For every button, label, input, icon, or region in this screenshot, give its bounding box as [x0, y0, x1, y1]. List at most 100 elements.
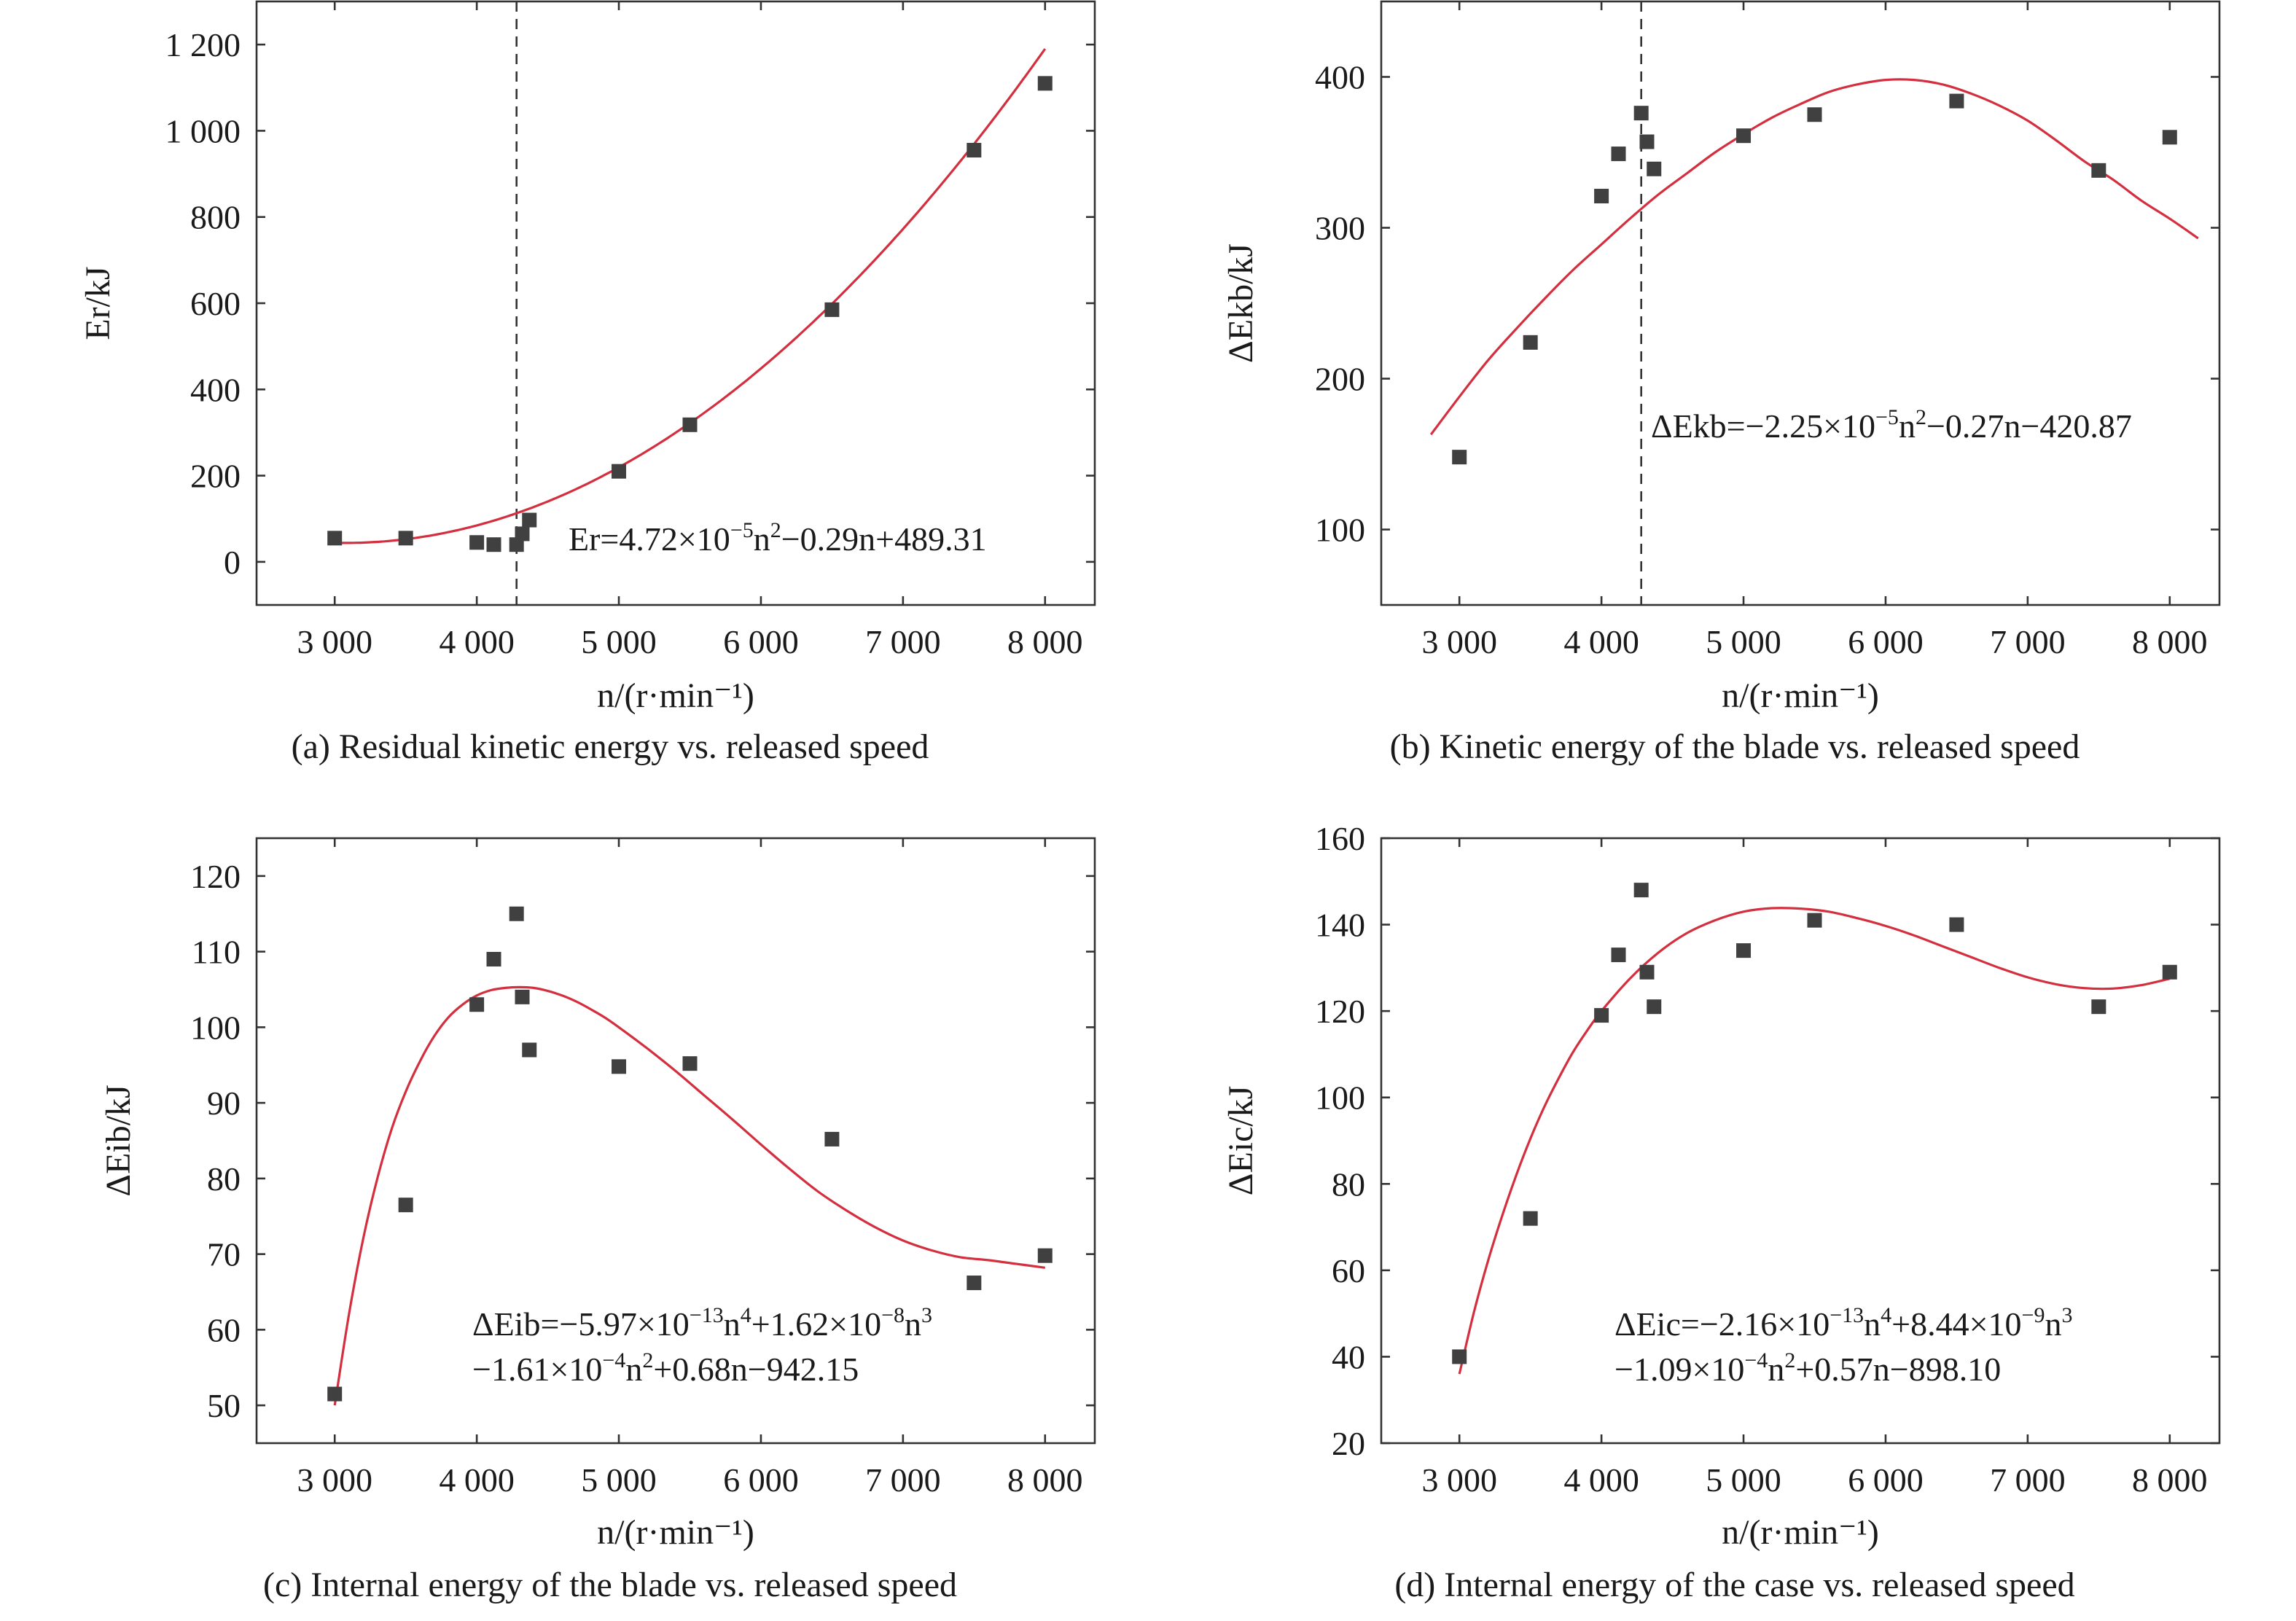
- y-tick-label: 1 200: [165, 26, 241, 63]
- chart-panel-c: 3 000 4 000 5 000 6 000 7 000 8 000 50 60 70 80 90…: [99, 837, 1096, 1604]
- fit-equation: ΔEib=−5.97×10−13n4+1.62×10−8n3: [472, 1303, 932, 1343]
- y-tick-label: 300: [1315, 210, 1365, 247]
- x-tick-label: 4 000: [1563, 1461, 1639, 1499]
- data-point: [2162, 130, 2177, 145]
- data-point: [682, 1056, 698, 1071]
- y-tick-label: 400: [1315, 59, 1365, 96]
- y-tick-label: 1 000: [165, 112, 241, 149]
- x-tick-label: 6 000: [1848, 1461, 1924, 1499]
- data-point: [327, 531, 343, 546]
- data-point: [1639, 134, 1655, 149]
- data-point: [398, 1198, 413, 1213]
- data-point: [327, 1386, 343, 1402]
- plot-frame: [255, 0, 1096, 606]
- x-tick-label: 7 000: [865, 623, 941, 660]
- data-point: [515, 989, 530, 1004]
- fit-equation: ΔEic=−2.16×10−13n4+8.44×10−9n3: [1614, 1303, 2072, 1343]
- y-tick-label: 600: [190, 285, 241, 322]
- chart-panel-d: 3 000 4 000 5 000 6 000 7 000 8 000 20 40 60 80 10…: [1222, 820, 2221, 1604]
- x-tick-label: 5 000: [581, 1461, 657, 1499]
- y-tick-label: 800: [190, 199, 241, 236]
- y-tick-label: 40: [1332, 1338, 1365, 1375]
- panel-caption: (c) Internal energy of the blade vs. rel…: [263, 1566, 957, 1604]
- data-point: [1736, 943, 1752, 958]
- x-tick-label: 8 000: [1007, 1461, 1083, 1499]
- y-tick-label: 120: [1315, 993, 1365, 1030]
- data-point: [682, 417, 698, 432]
- data-point: [522, 512, 537, 528]
- fit-curve: [333, 985, 1046, 1406]
- panel-caption: (d) Internal energy of the case vs. rele…: [1394, 1566, 2074, 1604]
- x-tick-label: 7 000: [865, 1461, 941, 1499]
- x-tick-label: 3 000: [297, 1461, 372, 1499]
- y-tick-label: 400: [190, 371, 241, 408]
- x-tick-label: 8 000: [2132, 1461, 2208, 1499]
- data-point: [469, 535, 485, 550]
- x-tick-label: 6 000: [723, 1461, 799, 1499]
- y-axis-label: ΔEib/kJ: [99, 1085, 138, 1197]
- data-point: [1523, 1211, 1538, 1226]
- data-point: [824, 302, 840, 317]
- y-tick-label: 50: [207, 1387, 241, 1424]
- data-point: [398, 531, 413, 546]
- y-tick-label: 90: [207, 1085, 241, 1122]
- data-point: [612, 1059, 627, 1074]
- data-point: [1633, 883, 1649, 898]
- x-tick-label: 3 000: [297, 623, 372, 660]
- x-axis-label: n/(r·min⁻¹): [597, 676, 754, 715]
- data-point: [1037, 76, 1053, 91]
- data-point: [2162, 964, 2177, 980]
- x-tick-label: 8 000: [2132, 623, 2208, 660]
- plot-frame: [1380, 0, 2221, 606]
- fit-equation: −1.61×10−4n2+0.68n−942.15: [472, 1348, 859, 1388]
- plot-frame: [1380, 837, 2221, 1445]
- x-tick-label: 3 000: [1421, 1461, 1497, 1499]
- fit-curve: [1458, 907, 2171, 1375]
- data-point: [1452, 1349, 1467, 1364]
- y-tick-label: 70: [207, 1236, 241, 1273]
- x-axis-label: n/(r·min⁻¹): [1722, 1513, 1879, 1552]
- data-point: [1037, 1248, 1053, 1263]
- x-tick-label: 8 000: [1007, 623, 1083, 660]
- y-tick-label: 200: [190, 458, 241, 495]
- y-tick-label: 80: [1332, 1165, 1365, 1203]
- data-point: [522, 1042, 537, 1058]
- data-point: [1949, 917, 1964, 932]
- y-tick-label: 0: [224, 544, 241, 581]
- data-point: [509, 906, 524, 921]
- data-point: [1611, 147, 1626, 162]
- y-tick-label: 160: [1315, 820, 1365, 857]
- y-tick-label: 20: [1332, 1425, 1365, 1462]
- data-point: [824, 1131, 840, 1147]
- y-tick-label: 140: [1315, 907, 1365, 944]
- fit-equation: Er=4.72×10−5n2−0.29n+489.31: [569, 518, 987, 558]
- data-point: [1594, 1008, 1609, 1023]
- y-axis-label: ΔEkb/kJ: [1222, 243, 1260, 363]
- x-axis-label: n/(r·min⁻¹): [1722, 676, 1879, 715]
- fit-equation: −1.09×10−4n2+0.57n−898.10: [1614, 1348, 2001, 1388]
- y-tick-label: 200: [1315, 361, 1365, 398]
- x-tick-label: 7 000: [1990, 1461, 2066, 1499]
- x-axis-label: n/(r·min⁻¹): [597, 1513, 754, 1552]
- x-tick-label: 3 000: [1421, 623, 1497, 660]
- data-point: [612, 464, 627, 479]
- fit-curve: [335, 48, 1047, 544]
- y-tick-label: 100: [190, 1009, 241, 1046]
- data-point: [1949, 93, 1964, 109]
- data-point: [967, 143, 982, 158]
- x-tick-label: 5 000: [581, 623, 657, 660]
- data-point: [1639, 964, 1655, 980]
- y-tick-label: 100: [1315, 1079, 1365, 1117]
- data-point: [469, 997, 485, 1012]
- data-point: [486, 952, 501, 966]
- data-point: [1807, 913, 1822, 928]
- data-point: [1633, 106, 1649, 121]
- y-tick-label: 60: [1332, 1252, 1365, 1289]
- data-point: [1611, 948, 1626, 963]
- chart-panel-a: 3 000 4 000 5 000 6 000 7 000 8 000 0 200 400 600…: [79, 0, 1096, 766]
- x-tick-label: 4 000: [1563, 623, 1639, 660]
- panel-caption: (a) Residual kinetic energy vs. released…: [292, 727, 929, 766]
- data-point: [967, 1276, 982, 1291]
- x-tick-label: 6 000: [723, 623, 799, 660]
